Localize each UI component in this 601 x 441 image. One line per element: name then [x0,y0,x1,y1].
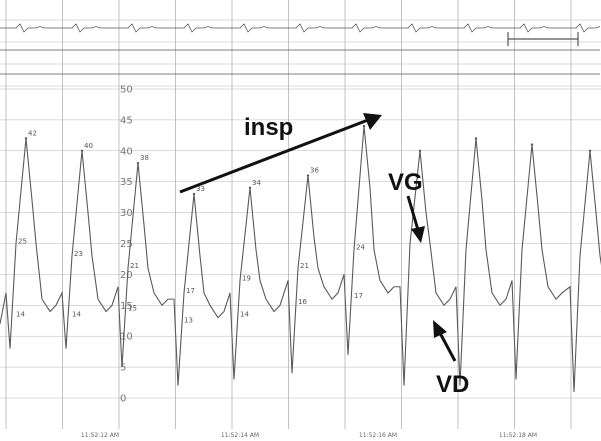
scale-bracket [507,32,579,46]
peak-value-label: 40 [84,142,93,150]
time-tick-label: 11:52:14 AM [221,432,259,439]
vg-arrowhead [411,226,425,243]
peak-value-label: 19 [242,275,251,283]
ecg-trace [0,23,601,33]
peak-value-label: 24 [356,244,365,252]
peak-value-label: 14 [16,310,25,318]
y-tick-label: 50 [120,85,133,96]
y-tick-label: 40 [120,146,133,157]
annotation-vd-label: VD [436,371,469,398]
peak-value-label: 17 [354,292,363,300]
peak-value-label: 42 [28,129,37,137]
vd-arrowhead [433,320,447,338]
y-tick-label: 20 [120,270,133,281]
y-tick-label: 35 [120,177,133,188]
time-tick-label: 11:52:12 AM [81,432,119,439]
grid [0,0,601,429]
pressure-series [0,124,601,392]
vd-arrow [438,332,457,362]
time-axis: 11:52:12 AM 11:52:14 AM 11:52:16 AM 11:52:1… [81,432,537,439]
y-tick-label: 5 [120,363,126,374]
annotation-vg-label: VG [388,169,423,196]
peak-value-label: 21 [300,262,309,270]
peak-value-label: 14 [72,310,81,318]
peak-value-label: 17 [186,287,195,295]
peak-value-label: 36 [310,167,319,175]
peak-value-label: 38 [140,154,149,162]
annotations: insp VG VD [179,113,469,398]
peak-value-label: 33 [196,185,205,193]
peak-value-label: 23 [74,250,83,258]
pressure-trace-line [0,126,601,392]
y-axis: 0 5 10 15 20 25 30 35 40 45 50 [120,85,133,405]
peak-value-label: 21 [130,262,139,270]
ecg-strip [0,23,601,75]
y-tick-label: 15 [120,301,133,312]
inspiration-arrowhead [363,113,382,130]
y-tick-label: 0 [120,394,126,405]
vg-arrow [406,195,420,231]
peak-value-label: 16 [298,298,307,306]
y-tick-label: 30 [120,208,133,219]
y-tick-label: 25 [120,239,133,250]
peak-value-label: 15 [128,304,137,312]
peak-value-label: 34 [252,179,261,187]
inspiration-arrow [179,118,369,194]
annotation-insp-label: insp [244,114,293,141]
peak-value-label: 13 [184,317,193,325]
peak-value-label: 25 [18,238,27,246]
time-tick-label: 11:52:16 AM [359,432,397,439]
y-tick-label: 45 [120,115,133,126]
peak-value-label: 14 [240,310,249,318]
time-tick-label: 11:52:18 AM [499,432,537,439]
y-tick-label: 10 [120,332,133,343]
